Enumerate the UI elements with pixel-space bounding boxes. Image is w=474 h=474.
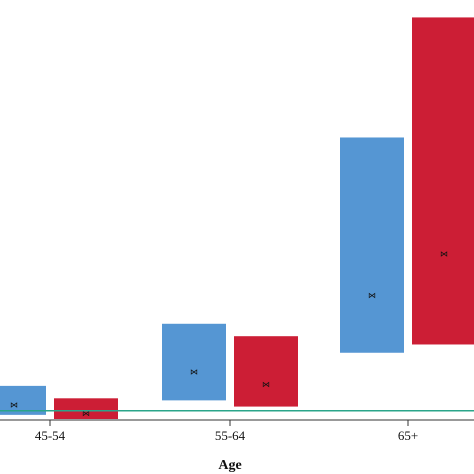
bar-series1-55-64 [162, 323, 226, 401]
point-estimate-marker: ⋈ [368, 291, 376, 300]
bars-layer: ⋈ ⋈ ⋈ ⋈ ⋈ ⋈ [0, 17, 474, 419]
bar-series2-45-54 [54, 398, 118, 419]
bar-series1-65+ [340, 137, 404, 353]
point-estimate-marker: ⋈ [82, 409, 90, 418]
point-estimate-marker: ⋈ [10, 401, 18, 410]
point-estimate-marker: ⋈ [440, 249, 448, 258]
x-tick-label: 55-64 [215, 428, 246, 443]
bar-series2-55-64 [234, 336, 298, 407]
x-ticks: 45-54 55-64 65+ [35, 420, 418, 443]
bar-series2-65+ [412, 17, 474, 345]
point-estimate-marker: ⋈ [190, 367, 198, 376]
x-axis-title: Age [218, 458, 241, 473]
x-tick-label: 65+ [398, 428, 418, 443]
point-estimate-marker: ⋈ [262, 380, 270, 389]
x-tick-label: 45-54 [35, 428, 66, 443]
